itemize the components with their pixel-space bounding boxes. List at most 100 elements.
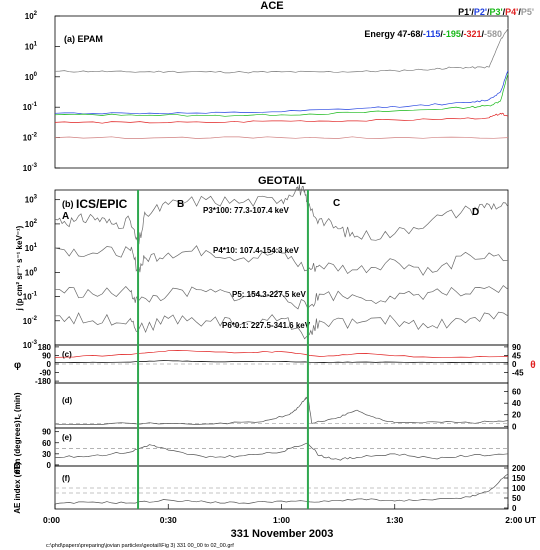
channel-label-p6: P6*0.1: 227.5-341.6 keV (222, 321, 311, 330)
channel-label-p5: P5: 154.3-227.5 keV (232, 290, 306, 299)
panel-e-ticks: 90 60 30 0 (42, 428, 59, 470)
geotail-series-line (54, 311, 509, 340)
x-tick-label: 0:00 (43, 515, 60, 525)
panel-d-series-line (54, 394, 509, 426)
legend-part-1: / (471, 7, 474, 17)
legend-part-5: -321 (463, 29, 481, 39)
geotail-y-tick-label: 10-3 (23, 340, 38, 350)
ace-series-line (54, 136, 509, 139)
geotail-y-tick-exp: 1 (34, 243, 38, 249)
ace-y-tick-exp: -1 (32, 102, 38, 108)
panel-c-right-tick-label: -45 (512, 369, 524, 378)
geotail-y-tick-exp: -3 (32, 340, 38, 346)
ace-panel-frame (54, 15, 509, 169)
ace-legend-channels: P1'/P2'/P3'/P4'/P5' (458, 7, 534, 17)
ace-series-line (54, 70, 509, 115)
legend-part-0: P1' (458, 7, 471, 17)
geotail-y-tick-exp: 3 (34, 195, 38, 201)
geotail-data-lines (54, 184, 509, 340)
geotail-y-tick-base: 10 (23, 293, 32, 302)
geotail-y-tick-base: 10 (25, 244, 34, 253)
ace-y-tick-exp: 0 (34, 72, 38, 78)
region-label-d: D (472, 207, 479, 218)
legend-part-6: P4' (505, 7, 518, 17)
ace-title: ACE (260, 0, 283, 12)
shock-markers (137, 190, 309, 509)
panel-e-frame (54, 427, 509, 467)
geotail-y-tick-label: 102 (25, 219, 38, 229)
panel-c-label: (c) (62, 350, 72, 359)
legend-part-0: Energy 47-68/ (364, 29, 423, 39)
panel-e-tick-label: 0 (47, 461, 52, 470)
ace-y-tick-label: 10-1 (23, 102, 38, 112)
panel-f-tick-label: 100 (512, 484, 526, 493)
panel-e-tick-label: 30 (42, 450, 51, 459)
panel-c-left-tick-label: 180 (38, 343, 52, 352)
panel-f-tick-label: 0 (512, 504, 517, 513)
channel-label-p3: P3*100: 77.3-107.4 keV (203, 206, 290, 215)
panel-e-label: (e) (62, 433, 72, 442)
panel-c-ylabel-left: φ (14, 360, 21, 371)
panel-c-left-tick-label: -90 (39, 369, 51, 378)
ace-y-tick-exp: 2 (34, 11, 38, 17)
legend-part-1: -115 (423, 29, 441, 39)
geotail-y-tick-label: 10-1 (23, 292, 38, 302)
ace-series-line (54, 73, 509, 117)
panel-e-tick-label: 60 (42, 439, 51, 448)
geotail-y-tick-base: 10 (23, 341, 32, 350)
panel-c-left-tick-label: 90 (42, 351, 51, 360)
legend-part-7: / (518, 7, 521, 17)
panel-d-tick-label: 40 (512, 399, 521, 408)
ace-energy-legend: Energy 47-68/-115/-195/-321/-580 (364, 29, 502, 39)
geotail-y-tick-label: 100 (25, 267, 38, 277)
x-tick-label: 1:00 (273, 515, 290, 525)
geotail-y-tick-label: 10-2 (23, 316, 38, 326)
panel-e-lines (54, 442, 509, 461)
panel-d-label: (d) (62, 396, 73, 405)
panel-c-ylabel-right: θ (530, 360, 535, 371)
ace-y-tick-base: 10 (23, 164, 32, 173)
footer-path: c:\phd\papers\preparing\jovian particles… (46, 543, 234, 549)
geotail-y-tick-base: 10 (25, 268, 34, 277)
x-axis-label: 331 November 2003 (231, 528, 334, 540)
panel-c-series-line (54, 350, 509, 358)
panel-f-label: (f) (62, 474, 70, 483)
ace-y-tick-base: 10 (25, 42, 34, 51)
panel-f-ylabel: AE index (nT) (13, 462, 22, 514)
ace-y-tick-label: 10-2 (23, 133, 38, 143)
geotail-ylabel: j (p cm² sr⁻¹ s⁻¹ keV⁻¹) (15, 225, 24, 311)
ace-series-line (54, 112, 509, 124)
ace-data-lines (54, 28, 509, 139)
ace-y-tick-label: 102 (25, 11, 38, 21)
panel-f-series-line (54, 473, 509, 505)
legend-part-3: -195 (443, 29, 461, 39)
region-label-a: A (62, 211, 69, 222)
ace-y-tick-base: 10 (25, 12, 34, 21)
geotail-y-tick-base: 10 (23, 317, 32, 326)
ace-y-tick-label: 10-3 (23, 163, 38, 173)
channel-label-p4: P4*10: 107.4-154.3 keV (213, 246, 300, 255)
ace-y-tick-label: 101 (25, 41, 38, 51)
geotail-series-line (54, 285, 509, 310)
geotail-y-tick-exp: -2 (32, 316, 38, 322)
panel-f-lines (54, 473, 509, 505)
x-tick-label: 1:30 (386, 515, 403, 525)
geotail-y-tick-base: 10 (25, 196, 34, 205)
panel-c-right-tick-label: 0 (512, 360, 517, 369)
ace-y-tick-exp: -3 (32, 163, 38, 169)
panel-d-tick-label: 20 (512, 411, 521, 420)
panel-d-tick-label: 60 (512, 388, 521, 397)
geotail-y-tick-exp: 0 (34, 267, 38, 273)
ace-y-tick-base: 10 (23, 134, 32, 143)
geotail-panel-label: (b) (62, 199, 74, 209)
ace-y-tick-exp: 1 (34, 41, 38, 47)
panel-d-ylabel: t꜀ (min) (13, 392, 22, 420)
panel-c-left-tick-label: -180 (35, 377, 52, 386)
geotail-instrument: ICS/EPIC (76, 197, 128, 211)
panel-e-ylabel: θBn (degrees) (13, 420, 22, 474)
